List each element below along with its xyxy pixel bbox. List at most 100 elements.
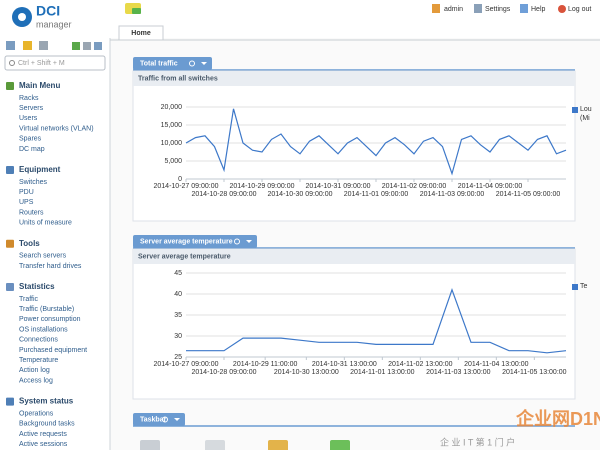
- panel-refresh-icon[interactable]: [162, 416, 168, 423]
- panel-subtitle-band: [133, 249, 575, 264]
- y-tick-label: 20,000: [161, 104, 183, 111]
- legend-label[interactable]: Te: [580, 283, 588, 290]
- panel-menu-icon[interactable]: [174, 418, 180, 421]
- logout-link[interactable]: Log out: [568, 6, 591, 13]
- logo-title: DCI: [36, 3, 60, 19]
- watermark-brand: 企业网D1Net: [515, 408, 600, 429]
- help-link[interactable]: Help: [531, 6, 546, 13]
- help-icon: [520, 4, 528, 13]
- taskbar-icon[interactable]: [205, 440, 225, 450]
- y-tick-label: 15,000: [161, 122, 183, 129]
- home-tab-label: Home: [131, 30, 151, 37]
- data-line: [185, 108, 567, 176]
- taskbar-icon[interactable]: [140, 440, 160, 450]
- section-icon: [6, 397, 14, 406]
- menu-item[interactable]: Servers: [19, 105, 44, 112]
- section-icon: [6, 283, 14, 291]
- toolbar-icon[interactable]: [72, 42, 80, 50]
- legend-swatch[interactable]: [572, 284, 578, 290]
- panel-menu-icon[interactable]: [246, 240, 252, 243]
- menu-item[interactable]: Purchased equipment: [19, 347, 87, 354]
- settings-icon: [474, 4, 482, 13]
- section-icon: [6, 239, 14, 248]
- menu-item[interactable]: Action log: [19, 367, 50, 374]
- panel-body: [132, 70, 576, 222]
- section-title[interactable]: System status: [19, 397, 74, 406]
- section-title[interactable]: Tools: [19, 239, 40, 248]
- menu-item[interactable]: Virtual networks (VLAN): [19, 125, 94, 132]
- y-tick-label: 5,000: [164, 158, 182, 165]
- home-tab[interactable]: [118, 25, 164, 41]
- y-tick-label: 40: [174, 291, 182, 298]
- x-tick-label: 2014-11-01 09:00:00: [344, 191, 409, 198]
- user-name[interactable]: admin: [444, 6, 463, 13]
- section-title[interactable]: Equipment: [19, 165, 61, 174]
- menu-item[interactable]: Switches: [19, 179, 48, 186]
- menu-item[interactable]: Traffic (Burstable): [19, 306, 74, 313]
- panel-tab[interactable]: [133, 235, 257, 248]
- section-title[interactable]: Statistics: [19, 282, 55, 291]
- menu-item[interactable]: Users: [19, 115, 38, 122]
- panel-body: [132, 248, 576, 400]
- menu-item[interactable]: OS installations: [19, 326, 68, 333]
- menu-item[interactable]: Access log: [19, 377, 53, 384]
- taskbar-icon[interactable]: [268, 440, 288, 450]
- menu-item[interactable]: Power consumption: [19, 316, 81, 323]
- x-tick-label: 2014-11-03 09:00:00: [420, 191, 485, 198]
- x-tick-label: 2014-11-05 09:00:00: [496, 191, 561, 198]
- x-tick-label: 2014-10-30 09:00:00: [268, 191, 333, 198]
- x-tick-label: 2014-10-31 09:00:00: [306, 183, 371, 190]
- panel-refresh-icon[interactable]: [189, 60, 195, 67]
- x-tick-label: 2014-11-04 09:00:00: [458, 183, 523, 190]
- panel-tab-title: Taskbar: [140, 416, 167, 423]
- panel-tab[interactable]: [133, 57, 212, 70]
- x-tick-label: 2014-11-01 13:00:00: [350, 369, 415, 376]
- taskbar-icon[interactable]: [330, 440, 350, 450]
- menu-item[interactable]: Search servers: [19, 253, 67, 260]
- panel-subtitle-band: [133, 71, 575, 86]
- x-tick-label: 2014-10-27 09:00:00: [154, 183, 219, 190]
- section-title[interactable]: Main Menu: [19, 81, 60, 90]
- menu-item[interactable]: Active requests: [19, 431, 67, 438]
- menu-item[interactable]: Racks: [19, 95, 39, 102]
- watermark-slogan: 企 业 I T 第 1 门 户: [440, 436, 515, 447]
- y-tick-label: 0: [178, 176, 182, 183]
- menu-item[interactable]: Operations: [19, 410, 54, 417]
- search-placeholder: Ctrl + Shift + M: [18, 60, 65, 67]
- section-icon: [6, 82, 14, 90]
- settings-link[interactable]: Settings: [485, 6, 511, 13]
- home-icon-badge: [132, 8, 141, 14]
- menu-item[interactable]: Routers: [19, 209, 44, 216]
- x-tick-label: 2014-10-29 09:00:00: [230, 183, 295, 190]
- menu-item[interactable]: PDU: [19, 189, 34, 196]
- menu-item[interactable]: Traffic: [19, 296, 39, 303]
- panel-tab[interactable]: [133, 413, 185, 426]
- toolbar-icon[interactable]: [6, 41, 15, 50]
- toolbar-icon[interactable]: [23, 41, 32, 50]
- menu-item[interactable]: Connections: [19, 337, 58, 344]
- legend-swatch[interactable]: [572, 107, 578, 113]
- section-icon: [6, 166, 14, 174]
- menu-item[interactable]: Temperature: [19, 357, 58, 364]
- y-tick-label: 10,000: [161, 140, 183, 147]
- search-box[interactable]: [4, 55, 106, 71]
- x-tick-label: 2014-10-28 09:00:00: [192, 191, 257, 198]
- toolbar-icon[interactable]: [94, 42, 102, 50]
- panel-menu-icon[interactable]: [201, 62, 207, 65]
- toolbar-icon[interactable]: [83, 42, 91, 50]
- menu-item[interactable]: Units of measure: [19, 220, 72, 227]
- toolbar-icon[interactable]: [39, 41, 48, 50]
- panel-subtitle: Traffic from all switches: [138, 75, 218, 82]
- panel-refresh-icon[interactable]: [234, 238, 240, 245]
- menu-item[interactable]: UPS: [19, 199, 34, 206]
- menu-item[interactable]: Spares: [19, 136, 42, 143]
- menu-item[interactable]: Background tasks: [19, 421, 75, 428]
- x-tick-label: 2014-10-30 13:00:00: [274, 369, 339, 376]
- menu-item[interactable]: Transfer hard drives: [19, 263, 82, 270]
- legend-label[interactable]: Lou (Mi: [580, 106, 592, 122]
- x-tick-label: 2014-11-04 13:00:00: [464, 361, 529, 368]
- menu-item[interactable]: Active sessions: [19, 441, 68, 448]
- menu-item[interactable]: DC map: [19, 146, 45, 153]
